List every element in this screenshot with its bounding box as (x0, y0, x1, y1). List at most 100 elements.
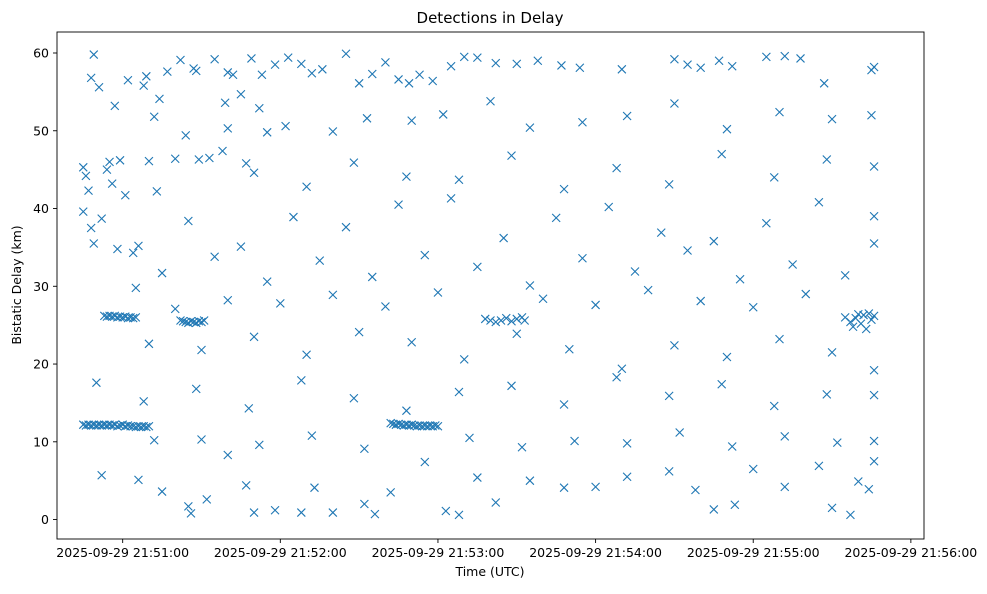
y-tick-label: 10 (33, 434, 49, 449)
scatter-point (796, 54, 805, 63)
scatter-point (254, 440, 264, 450)
scatter-point (853, 477, 863, 486)
scatter-point (491, 58, 501, 68)
scatter-point (102, 165, 112, 175)
scatter-point (761, 52, 771, 62)
scatter-point (236, 242, 246, 252)
scatter-point (670, 340, 679, 350)
scatter-point (144, 421, 154, 431)
scatter-point (520, 316, 530, 325)
scatter-point (89, 50, 99, 59)
scatter-point (141, 422, 151, 432)
scatter-point (78, 207, 88, 217)
scatter-point (525, 123, 535, 133)
scatter-point (840, 271, 850, 280)
scatter-point (254, 103, 264, 113)
scatter-point (176, 316, 185, 325)
x-axis: 2025-09-29 21:51:00 2025-09-29 21:52:00 20… (56, 539, 977, 560)
scatter-point (675, 428, 685, 437)
scatter-point (386, 487, 396, 497)
scatter-point (381, 57, 390, 67)
scatter-point (310, 483, 319, 493)
scatter-point (328, 508, 338, 517)
scatter-point (78, 162, 88, 172)
scatter-point (814, 197, 824, 207)
scatter-point (367, 272, 377, 282)
scatter-point (472, 262, 482, 272)
scatter-point (341, 222, 351, 232)
scatter-point (465, 433, 474, 443)
scatter-point (155, 94, 164, 104)
scatter-point (559, 400, 569, 409)
scatter-point (302, 182, 311, 192)
x-tick-label: 2025-09-29 21:55:00 (687, 545, 820, 560)
scatter-point (89, 239, 99, 248)
scatter-point (218, 146, 227, 156)
scatter-point (420, 250, 430, 260)
scatter-point (507, 316, 516, 326)
scatter-point (283, 53, 293, 63)
x-tick-label: 2025-09-29 21:54:00 (529, 545, 662, 560)
x-tick-label: 2025-09-29 21:51:00 (56, 545, 189, 560)
scatter-point (604, 202, 614, 212)
scatter-point (441, 506, 451, 516)
scatter-point (113, 244, 122, 254)
scatter-point (761, 218, 771, 228)
scatter-point (859, 310, 868, 320)
scatter-point (696, 296, 706, 306)
scatter-point (433, 288, 443, 297)
scatter-point (220, 98, 230, 108)
scatter-point (769, 173, 779, 182)
scatter-point (176, 55, 185, 65)
scatter-point (270, 505, 280, 515)
scatter-point (420, 457, 430, 467)
scatter-point (367, 69, 377, 79)
scatter-point (775, 107, 784, 117)
scatter-point (575, 63, 585, 73)
x-tick-label: 2025-09-29 21:56:00 (844, 545, 977, 560)
scatter-point (430, 421, 440, 430)
scatter-point (557, 61, 566, 70)
scatter-point (722, 124, 732, 134)
scatter-point (864, 309, 874, 318)
scatter-point (296, 508, 306, 517)
scatter-point (709, 236, 719, 246)
scatter-point (289, 212, 298, 222)
scatter-point (315, 256, 325, 266)
scatter-point (696, 63, 706, 73)
scatter-point (846, 510, 855, 520)
scatter-point (683, 246, 692, 255)
scatter-point (664, 180, 674, 189)
scatter-point (162, 67, 172, 77)
scatter-point (822, 155, 832, 164)
scatter-point (496, 316, 506, 325)
scatter-point (730, 500, 740, 510)
scatter-point (262, 127, 272, 137)
scatter-point (480, 314, 490, 324)
scatter-point (191, 384, 201, 394)
scatter-point (501, 313, 511, 323)
scatter-point (149, 435, 159, 445)
scatter-point (170, 154, 180, 164)
scatter-point (780, 431, 790, 441)
scatter-point (139, 396, 149, 406)
scatter-point (194, 155, 204, 164)
scatter-point (223, 450, 233, 460)
chart-title: Detections in Delay (417, 9, 564, 27)
x-tick-label: 2025-09-29 21:52:00 (214, 545, 347, 560)
scatter-point (717, 149, 727, 159)
scatter-point (202, 494, 212, 504)
scatter-point (438, 110, 448, 119)
scatter-point (517, 442, 527, 452)
scatter-point (507, 381, 516, 391)
scatter-point (861, 324, 871, 334)
scatter-point (533, 56, 543, 66)
scatter-point (578, 253, 587, 263)
scatter-point (827, 347, 837, 357)
x-axis-label: Time (UTC) (454, 564, 524, 579)
scatter-point (801, 289, 811, 299)
scatter-point (433, 421, 443, 431)
scatter-point (157, 487, 167, 496)
scatter-point (115, 155, 125, 165)
scatter-point (428, 76, 438, 86)
